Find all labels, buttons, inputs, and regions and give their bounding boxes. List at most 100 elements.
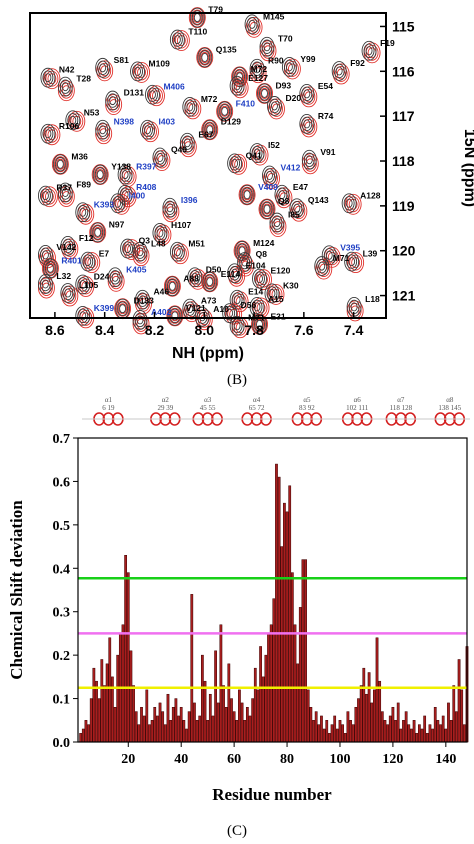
- peak-label: K30: [283, 280, 299, 290]
- csd-bar: [187, 711, 191, 743]
- peak-label: D50: [206, 264, 222, 274]
- csd-bar: [365, 693, 368, 743]
- peak-contour: [264, 283, 285, 305]
- peak-label: T28: [76, 74, 91, 84]
- peak-label: A10: [213, 304, 229, 314]
- csd-bar: [407, 724, 411, 743]
- peak-contour: [331, 61, 350, 85]
- peak-contour: [80, 251, 101, 274]
- y-tick-label: 115: [392, 18, 415, 34]
- csd-bar: [335, 728, 339, 743]
- peak-contour: [256, 82, 273, 104]
- peak-contour: [145, 84, 165, 107]
- y-tick-label: 118: [392, 153, 415, 169]
- csd-bar: [455, 711, 458, 743]
- helix-name: α3: [204, 396, 212, 404]
- csd-bar: [388, 715, 392, 743]
- x-tick-label: 120: [382, 752, 403, 767]
- helix-name: α7: [397, 396, 405, 404]
- peak-contour: [274, 184, 293, 209]
- helix-name: α8: [446, 396, 454, 404]
- peak-contour: [344, 251, 365, 274]
- csd-x-axis-title: Residue number: [212, 785, 332, 804]
- peak-label: R401: [61, 255, 82, 265]
- csd-bar: [417, 724, 421, 743]
- helix-range: 6 19: [102, 404, 115, 412]
- csd-bar: [116, 654, 120, 743]
- csd-bar: [338, 720, 342, 743]
- csd-bar: [81, 728, 85, 743]
- peak-contour: [75, 202, 95, 225]
- csd-bar: [306, 689, 310, 743]
- csd-bar: [449, 720, 453, 743]
- peak-label: K405: [126, 264, 147, 274]
- x-tick-label: 8.0: [195, 322, 215, 338]
- peak-label: L32: [56, 271, 71, 281]
- csd-bar: [373, 689, 376, 743]
- peak-contour: [314, 256, 333, 280]
- y-tick-label: 0.0: [53, 736, 71, 751]
- y-tick-label: 117: [392, 108, 415, 124]
- csd-bar: [248, 715, 252, 743]
- csd-plot-frame: [77, 437, 468, 743]
- helix-range: 45 55: [200, 404, 216, 412]
- csd-bar: [224, 707, 228, 743]
- csd-bar: [447, 702, 450, 743]
- csd-bar: [290, 572, 294, 743]
- peak-label: M145: [263, 11, 285, 21]
- peak-contour: [169, 241, 189, 265]
- csd-bar: [320, 715, 323, 743]
- y-tick-label: 119: [392, 198, 415, 214]
- peak-label: M72: [201, 94, 218, 104]
- csd-bar: [425, 733, 429, 743]
- csd-bar: [121, 624, 125, 743]
- csd-bar: [256, 689, 260, 743]
- csd-bar: [370, 702, 374, 743]
- peak-label: Y99: [300, 54, 315, 64]
- y-tick-label: 120: [392, 243, 416, 259]
- csd-bar: [222, 685, 225, 743]
- peak-contour: [196, 47, 214, 68]
- helix-range: 65 72: [249, 404, 265, 412]
- csd-bar: [245, 707, 249, 743]
- peak-label: E120: [271, 266, 291, 276]
- csd-bar: [410, 728, 413, 743]
- csd-bar: [357, 698, 360, 743]
- peak-label: V91: [320, 147, 335, 157]
- csd-bar: [436, 720, 440, 743]
- peak-label: M109: [149, 58, 171, 68]
- csd-bar: [298, 607, 302, 743]
- csd-bar: [457, 659, 461, 743]
- csd-bar: [383, 720, 387, 743]
- csd-bar: [404, 711, 408, 743]
- csd-bar: [359, 685, 363, 743]
- y-tick-label: 121: [392, 288, 416, 304]
- peak-contour: [249, 143, 269, 166]
- csd-bar: [103, 685, 106, 743]
- peak-contour: [37, 274, 55, 299]
- peak-contour: [267, 96, 285, 120]
- csd-bar: [100, 659, 104, 743]
- csd-bar: [378, 680, 382, 743]
- csd-bar: [230, 698, 233, 743]
- csd-bar: [399, 728, 403, 743]
- peak-label: I403: [158, 117, 175, 127]
- csd-bar: [272, 598, 276, 743]
- csd-bar: [341, 724, 345, 743]
- peak-label: L48: [151, 239, 166, 249]
- csd-bar: [105, 663, 109, 743]
- peak-label: R74: [318, 111, 334, 121]
- csd-bar: [380, 711, 384, 743]
- csd-bar: [343, 733, 347, 743]
- x-tick-label: 8.2: [145, 322, 165, 338]
- peak-label: D129: [221, 117, 242, 127]
- helix-name: α1: [105, 396, 113, 404]
- hsqc-plot-frame: [29, 12, 387, 319]
- peak-label: N42: [59, 65, 75, 75]
- peak-contour: [227, 153, 248, 175]
- peak-label: A128: [360, 190, 381, 200]
- hsqc-x-axis-title: NH (ppm): [172, 345, 244, 362]
- csd-bar: [108, 637, 112, 743]
- helix-range: 118 128: [390, 404, 413, 412]
- peak-contour: [238, 184, 256, 206]
